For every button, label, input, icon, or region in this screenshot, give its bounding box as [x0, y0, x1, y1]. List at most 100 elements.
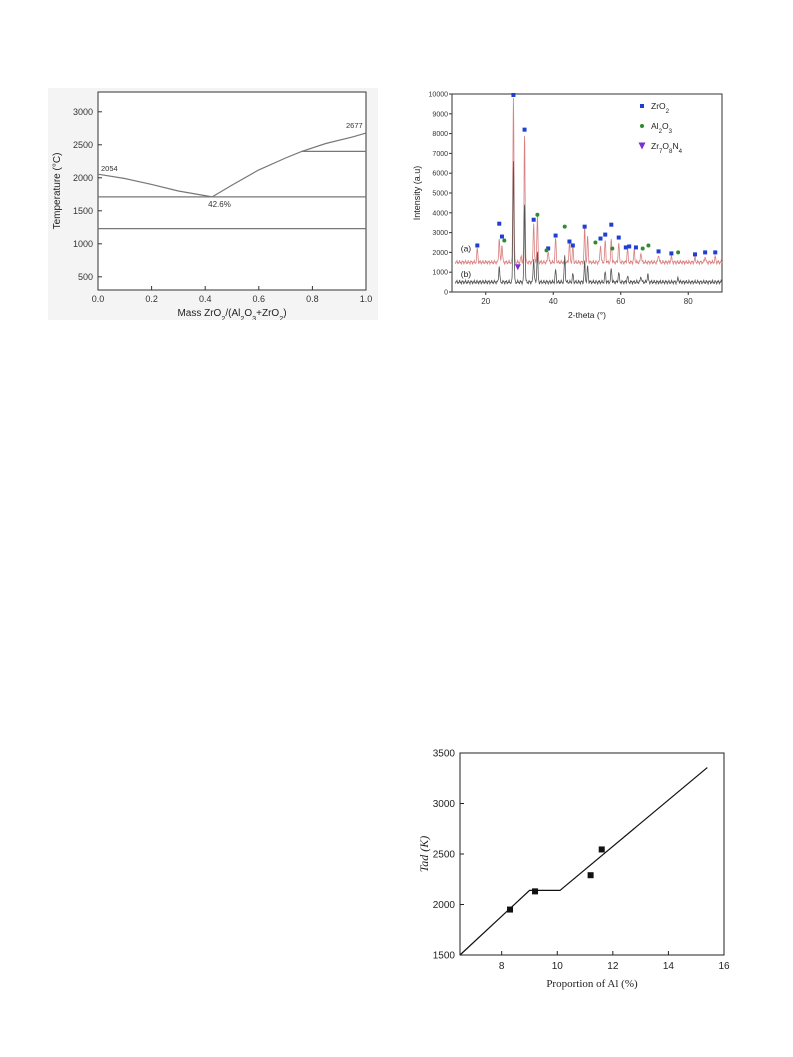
al2o3-marker — [535, 212, 540, 217]
y-tick-label: 2000 — [432, 250, 448, 257]
y-tick-label: 3000 — [73, 107, 93, 117]
y-axis-label: Temperature (°C) — [52, 153, 63, 230]
x-tick-label: 80 — [684, 297, 693, 306]
tad-data-point — [587, 872, 594, 879]
al2o3-marker — [593, 240, 598, 245]
y-tick-label: 3000 — [432, 230, 448, 237]
legend-label: Al2O3 — [651, 121, 673, 135]
zro2-marker — [623, 245, 628, 250]
zro2-marker — [656, 249, 661, 254]
tad-vs-al-chart: 1500 2000 2500 3000 3500 8 10 12 14 16 Proportion … — [417, 749, 730, 991]
zro2-marker — [693, 252, 697, 257]
y-tick-label: 7000 — [432, 151, 448, 158]
al2o3-marker — [676, 250, 681, 255]
x-tick-label: 0.2 — [145, 294, 158, 304]
zro2-marker — [499, 234, 504, 239]
zro2-marker — [497, 221, 502, 226]
x-tick-label: 14 — [663, 961, 675, 972]
al2o3-marker — [610, 246, 615, 251]
x-axis-label: Proportion of Al (%) — [546, 978, 638, 990]
y-tick-label: 10000 — [429, 92, 449, 99]
zro2-marker — [522, 127, 527, 132]
y-tick-label: 8000 — [432, 131, 448, 138]
zro2-marker — [609, 222, 614, 227]
annotation-2054: 2054 — [101, 164, 118, 173]
y-tick-label: 6000 — [432, 171, 448, 178]
y-tick-label: 1000 — [432, 270, 448, 277]
zro2-marker — [598, 236, 603, 241]
legend-label: Zr7O8N4 — [651, 141, 683, 155]
y-tick-label: 2500 — [73, 140, 93, 150]
y-tick-label: 1500 — [433, 951, 456, 962]
x-tick-label: 16 — [718, 961, 730, 972]
series-label: (a) — [461, 243, 472, 253]
zro2-marker — [669, 251, 674, 256]
zro2-marker — [616, 235, 621, 240]
x-tick-label: 12 — [607, 961, 619, 972]
zro2-marker — [713, 250, 718, 255]
tad-data-point — [507, 906, 514, 913]
y-tick-label: 3000 — [433, 799, 456, 810]
al2o3-marker — [646, 243, 651, 248]
tad-data-point — [532, 888, 539, 895]
zro2-marker — [603, 232, 608, 237]
al2o3-marker — [562, 224, 567, 229]
zro2-marker — [627, 244, 632, 249]
x-tick-label: 0.0 — [92, 294, 105, 304]
annotation-eutectic: 42.6% — [208, 200, 231, 209]
x-tick-label: 20 — [481, 297, 490, 306]
y-axis-label: Intensity (a.u) — [412, 166, 422, 221]
al2o3-marker — [544, 248, 549, 253]
tad-vs-al-panel: 1500 2000 2500 3000 3500 8 10 12 14 16 Proportion … — [410, 745, 740, 991]
al2o3-marker — [640, 246, 645, 251]
legend-label: ZrO2 — [651, 101, 670, 115]
x-tick-label: 0.4 — [199, 294, 212, 304]
al2o3-marker — [502, 238, 507, 243]
annotation-2677: 2677 — [346, 121, 363, 130]
xrd-pattern-chart: 0 1000 2000 3000 4000 5000 6000 7000 8000 9000 100… — [412, 92, 723, 320]
legend-marker-al2o3 — [640, 124, 644, 128]
x-tick-label: 8 — [499, 961, 505, 972]
y-tick-label: 0 — [444, 290, 448, 297]
y-tick-label: 2000 — [73, 173, 93, 183]
tad-data-point — [598, 846, 605, 853]
zro2-marker — [553, 233, 558, 238]
zr7o8n4-marker — [514, 264, 521, 271]
y-tick-label: 9000 — [432, 111, 448, 118]
x-tick-label: 0.8 — [306, 294, 319, 304]
zro2-marker — [582, 224, 587, 229]
tad-calculated-line — [459, 767, 708, 956]
y-tick-label: 1500 — [73, 206, 93, 216]
x-tick-label: 1.0 — [360, 294, 373, 304]
zro2-marker — [703, 250, 708, 255]
zro2-marker — [570, 243, 575, 248]
zro2-marker — [633, 245, 638, 250]
x-tick-label: 10 — [552, 961, 564, 972]
phase-boundary-line — [97, 173, 213, 198]
zro2-marker — [546, 246, 551, 251]
zro2-marker — [511, 92, 516, 97]
x-tick-label: 60 — [616, 297, 625, 306]
y-tick-label: 4000 — [432, 210, 448, 217]
y-tick-label: 1000 — [73, 239, 93, 249]
y-tick-label: 2500 — [433, 850, 456, 861]
zro2-marker — [531, 217, 536, 222]
phase-boundary-line — [211, 132, 367, 198]
plot-frame — [97, 91, 367, 291]
xrd-pattern-panel: 0 1000 2000 3000 4000 5000 6000 7000 8000 9000 100… — [410, 88, 730, 328]
legend-marker-zro2 — [640, 104, 644, 108]
y-axis-label: Tad (K) — [417, 836, 431, 873]
plot-frame — [459, 752, 725, 956]
xrd-pattern-b — [455, 161, 723, 286]
y-tick-label: 5000 — [432, 191, 448, 198]
x-axis-label: Mass ZrO2/(Al2O3+ZrO2) — [177, 308, 286, 320]
y-tick-label: 3500 — [433, 749, 456, 760]
legend-marker-zr7o8n4 — [638, 142, 646, 150]
x-axis-label: 2-theta (°) — [568, 310, 606, 320]
phase-diagram-chart: 500 1000 1500 2000 2500 3000 0.0 0.2 0.4 0.6 0.8 1.… — [48, 88, 378, 323]
zro2-marker — [475, 243, 480, 248]
xrd-pattern-a — [455, 97, 723, 266]
x-tick-label: 40 — [549, 297, 558, 306]
phase-diagram-panel: 500 1000 1500 2000 2500 3000 0.0 0.2 0.4 0.6 0.8 1.… — [48, 88, 378, 323]
series-label: (b) — [461, 269, 472, 279]
